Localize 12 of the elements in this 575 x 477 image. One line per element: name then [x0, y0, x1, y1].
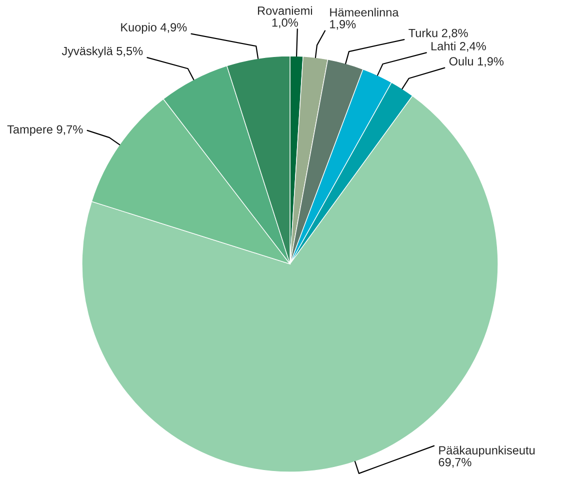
slice-label: Kuopio 4,9% [121, 22, 187, 34]
slice-label: Rovaniemi [258, 6, 312, 15]
slice-label: Hämeenlinna [330, 8, 399, 17]
slice-label: Oulu 1,9% [449, 56, 504, 67]
slice-label: Tampere 9,7% [7, 125, 83, 136]
slice-label: Lahti 2,4% [432, 42, 486, 52]
data-label: 1,0% [272, 18, 298, 28]
slice-label: Jyväskylä 5,5% [62, 46, 143, 58]
data-label: 1,9% [330, 20, 356, 30]
data-label: 69,7% [438, 458, 472, 468]
slice-label: Pääkaupunkiseutu [439, 446, 535, 457]
slice-label: Turku 2,8% [408, 28, 468, 39]
